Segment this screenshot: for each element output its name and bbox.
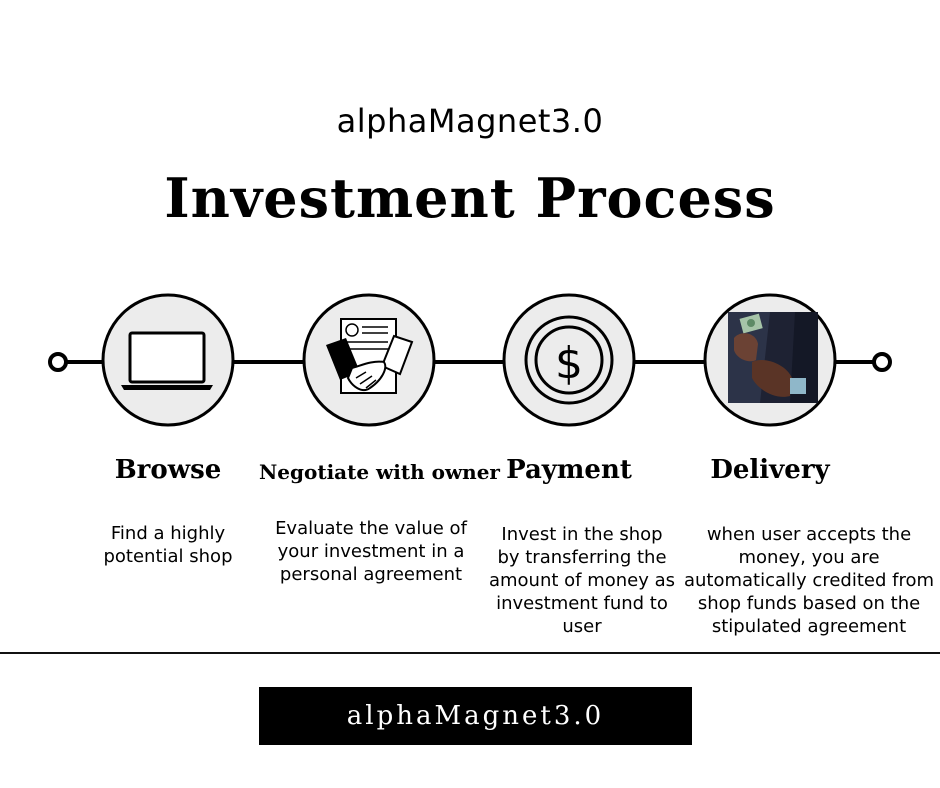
timeline-end-dot	[872, 352, 892, 372]
step-desc-delivery: when user accepts the money, you are aut…	[683, 524, 934, 637]
step-desc-payment: Invest in the shop by transferring the a…	[488, 524, 676, 637]
step-title-payment: Payment	[506, 455, 632, 485]
step-title-delivery: Delivery	[710, 455, 830, 485]
timeline-start-dot	[48, 352, 68, 372]
divider	[0, 652, 940, 654]
process-timeline: $	[48, 293, 892, 427]
footer-brand-box: alphaMagnet3.0	[259, 687, 692, 745]
dollar-coin-icon: $	[524, 315, 614, 405]
svg-text:$: $	[555, 338, 583, 389]
step-desc-browse: Find a highly potential shop	[103, 523, 233, 567]
handshake-icon	[326, 318, 414, 394]
money-pocket-photo	[728, 312, 818, 403]
footer-brand-label: alphaMagnet3.0	[346, 701, 605, 731]
laptop-icon	[121, 331, 213, 390]
step-circle-payment: $	[502, 293, 636, 427]
step-circle-negotiate	[302, 293, 436, 427]
brand-heading: alphaMagnet3.0	[336, 102, 604, 140]
step-circle-browse	[101, 293, 235, 427]
step-desc-negotiate: Evaluate the value of your investment in…	[275, 518, 467, 585]
step-circle-delivery	[703, 293, 837, 427]
step-title-negotiate: Negotiate with owner	[259, 460, 500, 484]
page-title: Investment Process	[164, 166, 776, 230]
step-title-browse: Browse	[114, 455, 222, 485]
